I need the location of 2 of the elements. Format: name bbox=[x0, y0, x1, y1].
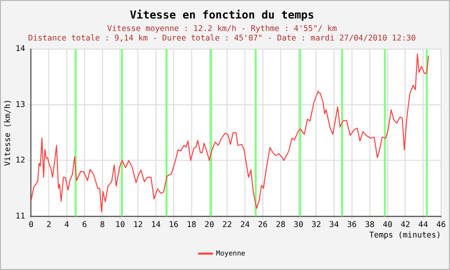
chart-title: Vitesse en fonction du temps bbox=[130, 8, 314, 22]
y-axis-title: Vitesse (km/h) bbox=[2, 99, 12, 166]
